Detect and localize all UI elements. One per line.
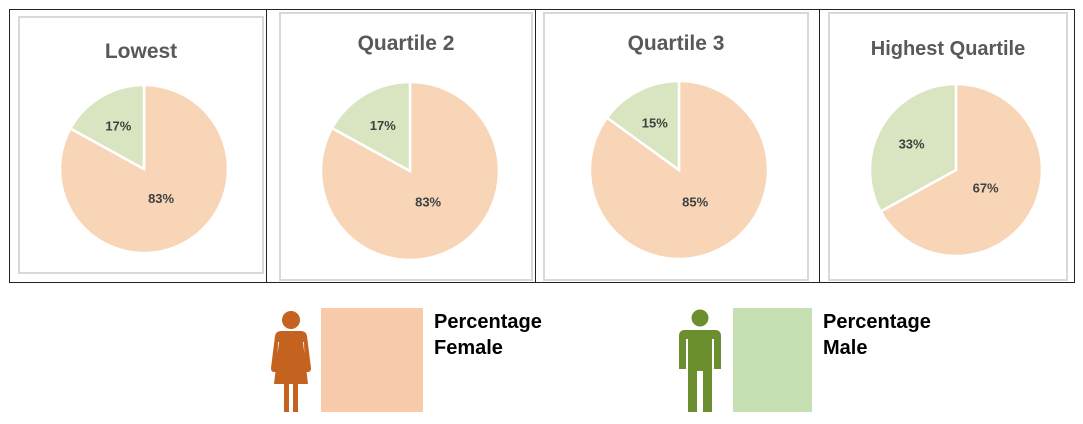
male-person-icon [679,309,721,412]
legend-label-male: Percentage Male [823,309,931,361]
chart-title: Quartile 3 [627,32,725,55]
pie-chart-quartile-3: 85% 15% [588,79,770,261]
pie-chart-quartile-2: 83% 17% [319,80,501,262]
data-label-male: 15% [642,115,668,130]
chart-panel-quartile-3: Quartile 3 85% 15% [535,9,820,283]
data-label-male: 17% [370,118,396,133]
chart-panel-quartile-2: Quartile 2 83% 17% [266,9,536,283]
pie-chart-highest-quartile: 67% 33% [868,82,1044,258]
legend-label-line2: Male [823,337,868,359]
data-label-female: 85% [682,195,708,210]
legend-swatch-male [733,308,812,412]
pie-slice-male [605,79,681,173]
chart-title: Lowest [104,40,178,63]
chart-title: Highest Quartile [870,38,1026,60]
data-label-male: 33% [899,137,925,152]
data-label-male: 17% [105,119,131,134]
legend-swatch-female [321,308,423,412]
pie-slice-male [68,83,146,172]
legend-female: Percentage Female [268,308,568,414]
pie-slice-male [868,82,958,214]
pie-chart-lowest: 83% 17% [58,83,230,255]
legend-label-line1: Percentage [434,311,542,333]
data-label-female: 67% [973,181,999,196]
chart-title: Quartile 2 [357,32,455,55]
legend-label-line1: Percentage [823,311,931,333]
female-person-icon [271,311,311,412]
data-label-female: 83% [148,191,174,206]
data-label-female: 83% [415,195,441,210]
legend-male: Percentage Male [676,308,976,414]
legend-label-female: Percentage Female [434,309,542,361]
pie-slice-male [330,80,412,174]
pie-slice-female [878,82,1044,258]
chart-panel-lowest: Lowest 83% 17% [9,9,267,283]
chart-panel-highest-quartile: Highest Quartile 67% 33% [819,9,1075,283]
legend-label-line2: Female [434,337,503,359]
